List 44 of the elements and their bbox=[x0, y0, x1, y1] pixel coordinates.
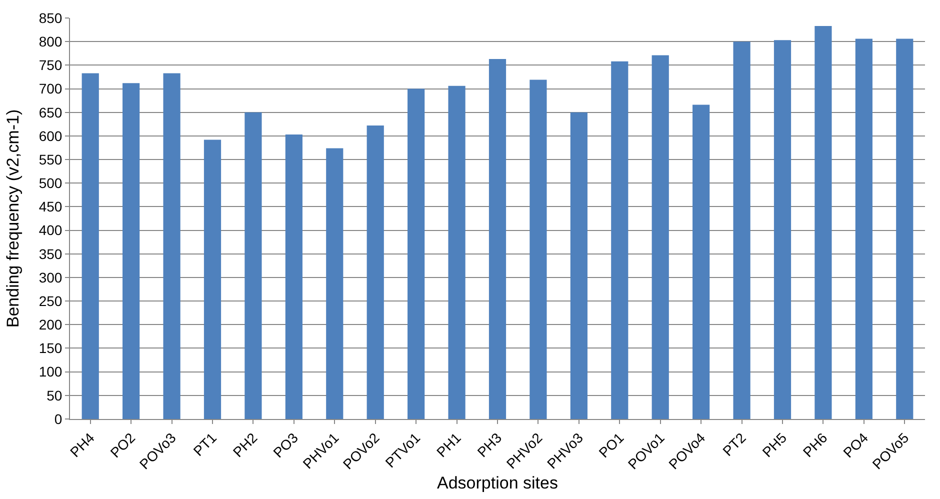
bar bbox=[163, 73, 180, 419]
y-tick-label: 0 bbox=[54, 410, 62, 427]
y-tick-label: 750 bbox=[38, 57, 62, 74]
bar bbox=[366, 126, 384, 419]
y-tick-label: 800 bbox=[38, 33, 62, 50]
y-tick-label: 450 bbox=[38, 198, 62, 215]
y-tick-label: 600 bbox=[38, 128, 62, 144]
bar bbox=[326, 148, 344, 419]
y-tick-label: 550 bbox=[38, 151, 62, 168]
y-axis-title: Bending frequency (v2,cm-1) bbox=[3, 109, 22, 328]
y-tick-label: 250 bbox=[38, 292, 62, 309]
bar bbox=[652, 55, 669, 419]
bar bbox=[570, 112, 588, 419]
y-tick-label: 350 bbox=[38, 246, 62, 262]
y-tick-label: 200 bbox=[38, 316, 62, 333]
bar bbox=[82, 73, 99, 419]
bar bbox=[692, 104, 710, 419]
bar bbox=[285, 134, 302, 419]
bar bbox=[611, 61, 628, 419]
y-tick-label: 100 bbox=[38, 364, 62, 380]
y-tick-label: 500 bbox=[38, 175, 62, 192]
y-tick-label: 650 bbox=[38, 104, 62, 120]
bar bbox=[896, 38, 914, 419]
x-tick-label: PH1 bbox=[433, 429, 464, 460]
y-tick-label: 850 bbox=[38, 10, 62, 26]
bar bbox=[408, 88, 425, 419]
bar bbox=[244, 112, 262, 419]
bar bbox=[122, 83, 140, 419]
x-tick-label: PT1 bbox=[190, 429, 220, 460]
bar bbox=[448, 86, 466, 419]
y-tick-label: 50 bbox=[46, 387, 62, 404]
x-tick-label: PT2 bbox=[719, 429, 750, 460]
y-tick-label: 150 bbox=[38, 340, 62, 356]
y-tick-label: 300 bbox=[38, 269, 62, 286]
bar bbox=[733, 42, 750, 419]
bar bbox=[814, 26, 832, 419]
bar bbox=[774, 40, 792, 419]
bar bbox=[204, 140, 222, 419]
bar bbox=[488, 59, 506, 419]
bar bbox=[530, 80, 547, 419]
x-axis-title: Adsorption sites bbox=[437, 474, 558, 493]
y-tick-label: 700 bbox=[38, 80, 62, 97]
bar bbox=[855, 38, 872, 419]
y-tick-label: 400 bbox=[38, 222, 62, 238]
